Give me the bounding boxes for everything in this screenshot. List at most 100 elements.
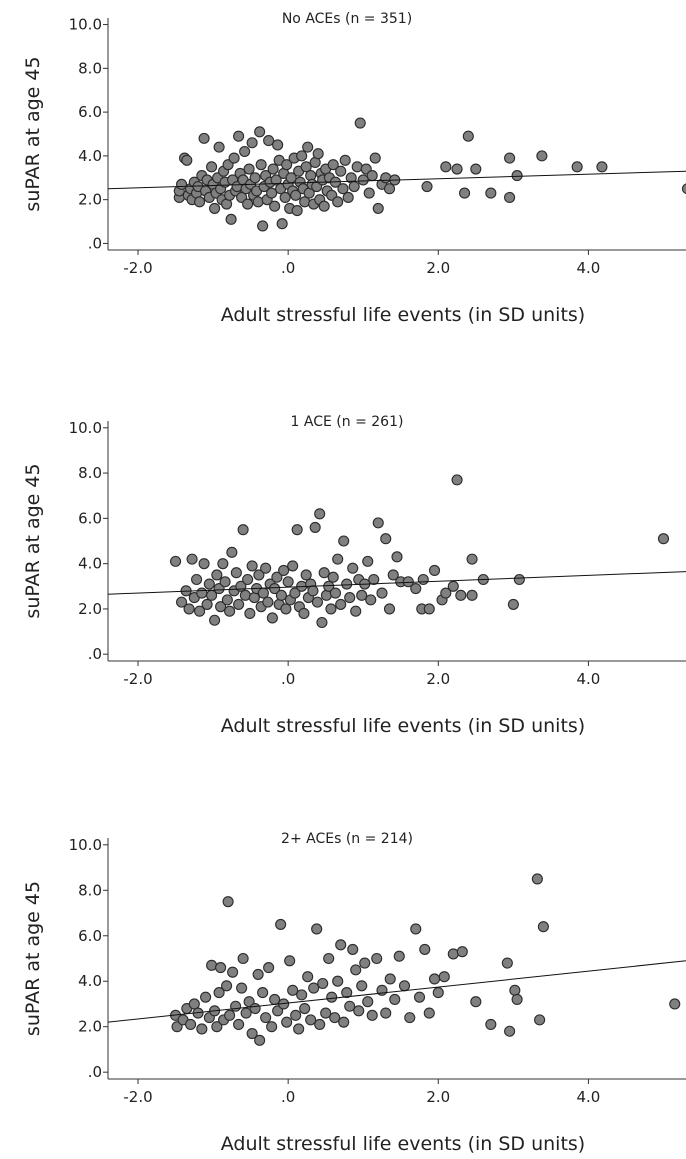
data-point [356,589,368,601]
x-tick-label: 4.0 [576,259,600,277]
data-point [249,172,261,184]
data-point [447,948,459,960]
data-point [312,148,324,160]
data-point [440,161,452,173]
data-point [423,603,435,615]
data-point [335,939,347,951]
data-point [325,603,337,615]
data-point [209,614,221,626]
data-point [504,1025,516,1037]
data-point [327,159,339,171]
y-axis-label: suPAR at age 45 [22,463,44,618]
data-point [228,152,240,164]
data-point [287,984,299,996]
data-point [176,178,188,190]
data-point [226,546,238,558]
data-point [206,161,218,173]
data-point [571,161,583,173]
data-point [257,220,269,232]
data-point [242,573,254,586]
y-tick-label: 10.0 [69,16,102,34]
data-point [237,524,249,536]
data-point [260,562,272,574]
data-point [255,159,267,171]
data-point [314,1018,326,1030]
data-point [246,137,258,149]
data-point [369,152,381,164]
data-point [215,962,227,974]
data-point [213,141,225,153]
data-point [269,200,281,212]
x-tick-label: .0 [281,670,295,688]
y-tick-label: 4.0 [78,555,102,573]
data-point [237,952,249,965]
data-point [293,1023,305,1035]
data-point [196,1023,208,1035]
data-point [329,1012,341,1024]
data-point [404,1012,416,1024]
data-point [504,191,516,204]
data-point [511,170,523,182]
y-tick-label: 4.0 [78,147,102,165]
data-point [470,163,482,175]
chart-title: 1 ACE (n = 261) [291,414,404,430]
data-point [217,558,229,570]
data-point [320,1007,332,1019]
data-point [253,569,265,581]
data-point [252,968,264,980]
data-point [347,562,359,574]
data-point [194,196,206,208]
data-point [419,943,431,955]
data-point [372,517,384,529]
scatter-panel-1: No ACEs (n = 351) .0 2.0 4.0 6.0 8.0 10.0 -2.0.… [22,11,686,326]
x-tick-label: -2.0 [123,259,152,277]
data-point [281,1016,293,1028]
data-point [257,987,269,999]
x-tick-label: -2.0 [123,670,152,688]
data-point [183,603,195,615]
data-point [291,524,303,536]
data-point [318,200,330,212]
data-point [290,189,302,201]
data-point [280,603,292,615]
y-tick-label: .0 [88,645,102,663]
data-point [224,605,236,617]
data-point [198,132,210,144]
y-tick-label: 10.0 [69,419,102,437]
data-point [296,150,308,162]
data-point [432,987,444,999]
data-point [262,596,274,608]
data-point [203,578,215,590]
data-point [302,141,314,153]
data-point [298,607,310,620]
data-point [275,918,287,930]
data-point [513,573,525,586]
data-point [318,567,330,579]
data-point [196,587,208,599]
data-point [383,603,396,615]
data-point [507,598,519,610]
data-point [302,971,314,983]
y-tick-label: 6.0 [78,103,102,121]
data-point [269,582,281,595]
data-point [342,191,354,204]
data-point [329,587,341,599]
data-point [305,1014,317,1026]
data-point [272,1005,284,1017]
data-point [398,980,411,992]
data-point [337,183,349,195]
data-point [351,161,363,173]
data-point [215,601,227,613]
data-point [421,180,433,193]
chart-title: 2+ ACEs (n = 214) [281,831,413,847]
data-point [393,950,405,962]
data-point [314,508,326,520]
fit-line [107,571,686,595]
data-point [335,165,347,177]
scatter-panel-3: 2+ ACEs (n = 214) .0 2.0 4.0 6.0 8.0 10.0 -2.0.… [22,831,686,1155]
y-tick-label: 8.0 [78,464,102,482]
data-point [311,596,323,608]
data-point [366,1009,378,1021]
data-point [266,612,278,624]
data-point [470,996,482,1008]
